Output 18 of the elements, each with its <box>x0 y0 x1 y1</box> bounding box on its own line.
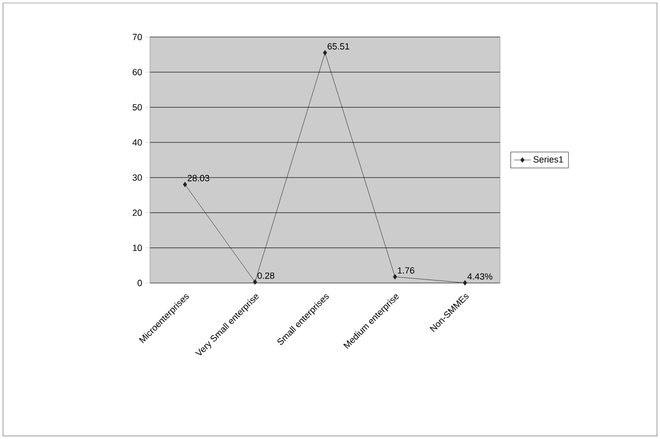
y-tick-label: 70 <box>132 34 142 40</box>
data-label: 4.43% <box>467 273 492 280</box>
point <box>392 274 398 280</box>
y-tick-label: 20 <box>132 210 142 216</box>
y-tick-label: 60 <box>132 68 142 76</box>
y-tick-label: 50 <box>132 104 142 110</box>
point <box>322 50 328 56</box>
data-label: 0.28 <box>258 272 274 279</box>
y-tick-label: 0 <box>138 280 142 286</box>
point <box>252 279 258 285</box>
point <box>462 280 468 286</box>
y-tick-label: 10 <box>132 244 142 252</box>
y-tick-label: 40 <box>132 139 142 146</box>
y-tick-label: 30 <box>132 174 142 181</box>
data-label: 65.51 <box>328 43 350 50</box>
legend-label: Series1 <box>534 156 564 163</box>
data-label: 1.76 <box>398 267 414 274</box>
point <box>182 182 188 188</box>
